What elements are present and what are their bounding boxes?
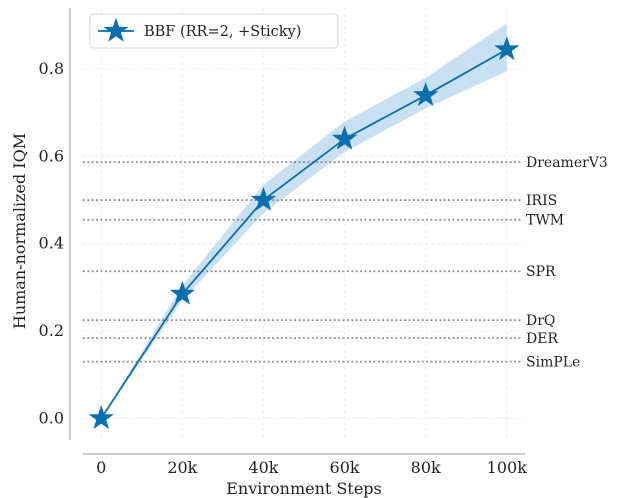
data-point	[250, 186, 277, 211]
data-point	[331, 125, 358, 150]
data-point	[169, 280, 195, 305]
x-tick-label: 20k	[167, 458, 197, 477]
data-point	[88, 405, 114, 430]
x-tick-label: 100k	[487, 458, 528, 477]
y-axis-label: Human-normalized IQM	[10, 133, 29, 329]
legend: BBF (RR=2, +Sticky)	[89, 13, 339, 49]
y-tick-label: 0.8	[39, 59, 64, 78]
confidence-band	[101, 23, 507, 419]
reference-line-label: SPR	[526, 264, 556, 280]
reference-line-label: SimPLe	[526, 355, 580, 371]
y-tick-label: 0.4	[39, 234, 64, 253]
data-point	[494, 36, 520, 61]
x-tick-label: 60k	[330, 458, 360, 477]
ci-band	[101, 23, 507, 419]
reference-line-label: DER	[526, 331, 558, 347]
x-tick-label: 0	[96, 458, 106, 477]
data-point	[413, 82, 439, 107]
reference-line-label: TWM	[526, 213, 564, 229]
series-layer	[88, 36, 520, 430]
reference-line-label: DreamerV3	[526, 155, 608, 171]
legend-star-icon	[103, 17, 129, 42]
reference-line-label: DrQ	[526, 313, 555, 329]
series-line	[100, 48, 508, 419]
y-tick-label: 0.0	[39, 408, 64, 427]
reference-lines: DreamerV3 IRIS TWM SPR DrQ DER SimPLe	[83, 155, 608, 371]
legend-label: BBF (RR=2, +Sticky)	[144, 24, 301, 40]
y-tick-label: 0.2	[39, 321, 64, 340]
axes: 0 20k 40k 60k 80k 100k 0.0 0.2 0.4 0.6 0.8	[39, 8, 528, 477]
y-tick-label: 0.6	[39, 146, 64, 165]
x-axis-label: Environment Steps	[226, 479, 382, 498]
x-tick-label: 80k	[411, 458, 441, 477]
x-tick-label: 40k	[248, 458, 278, 477]
legend-box	[89, 13, 339, 49]
reference-line-label: IRIS	[526, 193, 557, 209]
